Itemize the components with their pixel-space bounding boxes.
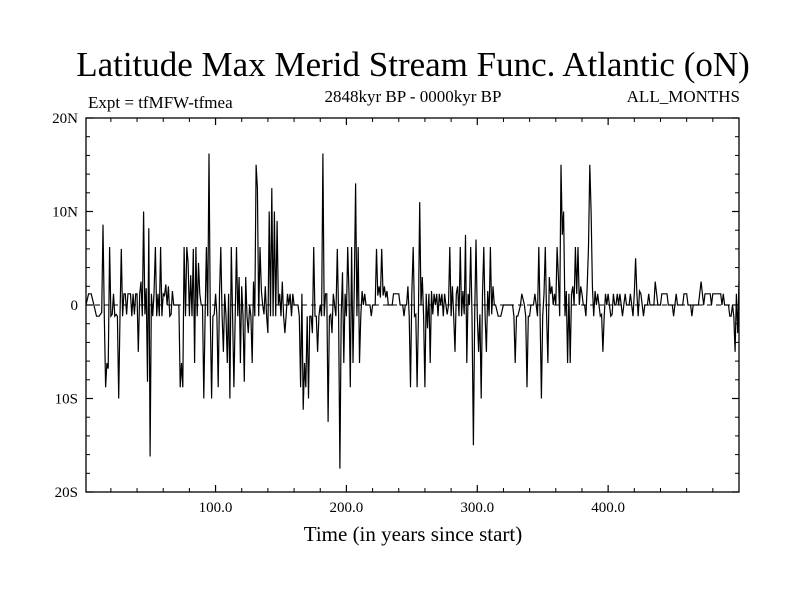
x-tick-label: 100.0: [199, 500, 233, 516]
x-tick-label: 200.0: [330, 500, 364, 516]
experiment-label: Expt = tfMFW-tfmea: [88, 93, 233, 112]
y-axis: 20N 10N 0 10S 20S: [52, 111, 739, 501]
y-tick-label: 0: [71, 298, 79, 314]
y-tick-label: 10S: [55, 392, 78, 408]
x-tick-label: 400.0: [591, 500, 625, 516]
x-axis: 100.0 200.0 300.0 400.0: [110, 118, 714, 516]
plot-frame: [85, 117, 740, 493]
y-tick-label: 20S: [55, 485, 78, 501]
months-label: ALL_MONTHS: [627, 87, 740, 106]
y-tick-label: 10N: [52, 205, 78, 221]
chart-title: Latitude Max Merid Stream Func. Atlantic…: [76, 45, 750, 84]
y-tick-label: 20N: [52, 111, 78, 127]
period-label: 2848kyr BP - 0000kyr BP: [325, 87, 502, 106]
x-axis-label: Time (in years since start): [304, 522, 523, 546]
x-tick-label: 300.0: [460, 500, 494, 516]
series-line: [85, 153, 740, 469]
